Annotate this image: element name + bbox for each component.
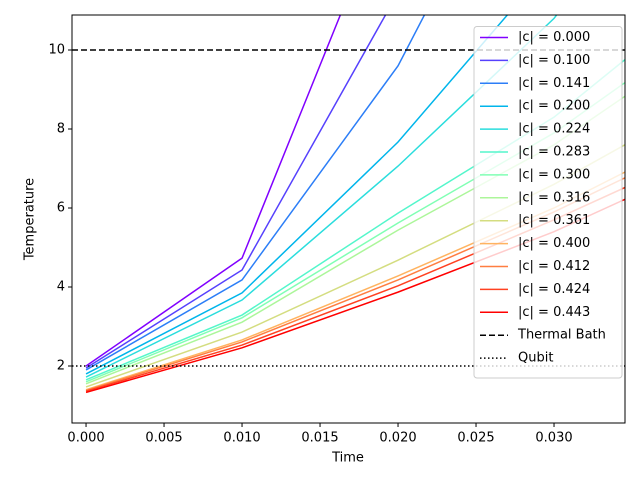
x-tick-label: 0.020 [379,431,416,446]
data-line [85,15,387,369]
y-tick-label: 6 [57,200,65,215]
data-line [85,15,558,378]
x-tick-label: 0.010 [223,431,260,446]
data-line [85,15,426,371]
legend-label: |c| = 0.300 [518,167,590,182]
x-tick-label: 0.015 [301,431,338,446]
axes-frame [71,14,626,424]
legend-label: |c| = 0.443 [518,305,590,320]
data-line [85,15,342,367]
legend-label: |c| = 0.361 [518,213,590,228]
legend-label: |c| = 0.412 [518,259,590,274]
legend-label: |c| = 0.316 [518,190,590,205]
x-tick-label: 0.030 [535,431,572,446]
x-axis-label: Time [331,451,364,466]
y-tick-label: 4 [57,280,65,295]
legend-label: Thermal Bath [517,328,606,343]
y-tick-label: 2 [57,359,65,374]
x-tick-label: 0.025 [457,431,494,446]
x-tick-label: 0.005 [145,431,182,446]
legend-label: |c| = 0.400 [518,236,590,251]
legend-label: |c| = 0.200 [518,99,590,114]
y-axis-label: Temperature [23,178,38,261]
x-tick-label: 0.000 [67,431,104,446]
data-line [85,15,509,375]
y-tick-label: 10 [48,42,65,57]
legend-label: |c| = 0.000 [518,30,590,45]
y-tick-label: 8 [57,121,65,136]
legend-label: |c| = 0.424 [518,282,590,297]
legend-label: |c| = 0.224 [518,122,590,137]
legend-label: |c| = 0.283 [518,145,590,160]
legend-label: |c| = 0.141 [518,76,590,91]
legend-label: Qubit [518,351,553,366]
legend: |c| = 0.000 |c| = 0.100 |c| = 0.141 |c| = 0… [473,26,623,379]
legend-label: |c| = 0.100 [518,53,590,68]
legend-box [473,26,623,379]
